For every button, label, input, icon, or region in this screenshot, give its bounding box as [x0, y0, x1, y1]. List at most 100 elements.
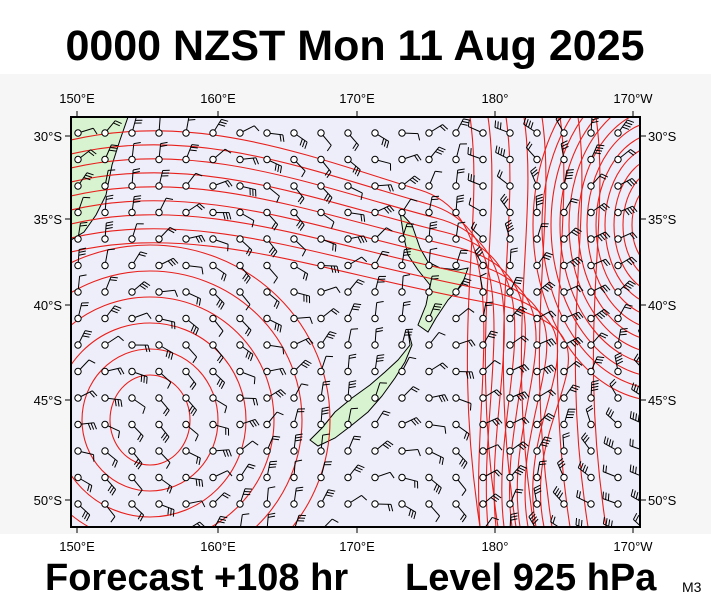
station — [453, 448, 459, 454]
barb-feather — [566, 175, 573, 176]
station — [426, 315, 432, 321]
station — [372, 289, 378, 295]
station — [210, 289, 216, 295]
station — [156, 236, 162, 242]
station — [345, 236, 351, 242]
barb-feather — [410, 541, 413, 547]
barb-feather — [188, 119, 195, 120]
station — [264, 289, 270, 295]
station — [183, 501, 189, 507]
station — [399, 262, 405, 268]
station — [561, 156, 567, 162]
station — [507, 448, 513, 454]
station — [237, 289, 243, 295]
barb-feather — [471, 148, 472, 155]
station — [453, 474, 459, 480]
station — [210, 448, 216, 454]
station — [534, 421, 540, 427]
barb-feather — [468, 147, 469, 154]
barb-feather — [432, 196, 439, 197]
barb-feather — [565, 178, 572, 179]
station — [210, 342, 216, 348]
station — [129, 289, 135, 295]
station — [102, 183, 108, 189]
barb-feather — [603, 492, 604, 499]
station — [480, 501, 486, 507]
station — [129, 421, 135, 427]
station — [264, 209, 270, 215]
station — [480, 342, 486, 348]
station — [156, 130, 162, 136]
forecast-label: Forecast +108 hr — [45, 557, 348, 599]
station — [453, 183, 459, 189]
station — [75, 183, 81, 189]
station — [480, 262, 486, 268]
station — [129, 501, 135, 507]
station — [588, 395, 594, 401]
station — [453, 130, 459, 136]
station — [426, 501, 432, 507]
barb-feather — [112, 543, 116, 549]
station — [156, 315, 162, 321]
lon-label: 180° — [482, 539, 509, 554]
station — [480, 289, 486, 295]
station — [615, 448, 621, 454]
station — [372, 156, 378, 162]
station — [102, 474, 108, 480]
station — [156, 342, 162, 348]
station — [183, 368, 189, 374]
station — [210, 209, 216, 215]
station — [183, 183, 189, 189]
lat-label: 45°S — [648, 393, 677, 408]
station — [480, 474, 486, 480]
station — [318, 342, 324, 348]
station — [210, 474, 216, 480]
station — [399, 395, 405, 401]
station — [102, 130, 108, 136]
station — [264, 501, 270, 507]
station — [345, 395, 351, 401]
station — [102, 395, 108, 401]
barb-feather — [435, 543, 439, 549]
station — [129, 262, 135, 268]
station — [426, 474, 432, 480]
station — [210, 395, 216, 401]
station — [426, 421, 432, 427]
station — [426, 156, 432, 162]
station — [615, 421, 621, 427]
station — [534, 156, 540, 162]
station — [507, 183, 513, 189]
barb-feather — [270, 464, 277, 465]
station — [102, 315, 108, 321]
station — [345, 183, 351, 189]
lon-label: 160°E — [200, 91, 236, 106]
station — [561, 209, 567, 215]
barb-feather — [539, 464, 546, 465]
station — [453, 209, 459, 215]
station — [372, 236, 378, 242]
station — [183, 474, 189, 480]
station — [426, 448, 432, 454]
station — [237, 501, 243, 507]
station — [237, 262, 243, 268]
station — [615, 289, 621, 295]
station — [399, 289, 405, 295]
station — [561, 315, 567, 321]
station — [534, 236, 540, 242]
station — [75, 130, 81, 136]
station — [453, 156, 459, 162]
station — [210, 156, 216, 162]
station — [426, 262, 432, 268]
station — [291, 501, 297, 507]
station — [291, 183, 297, 189]
station — [426, 395, 432, 401]
station — [318, 448, 324, 454]
station — [534, 315, 540, 321]
station — [210, 501, 216, 507]
station — [588, 289, 594, 295]
station — [588, 183, 594, 189]
station — [210, 183, 216, 189]
station — [102, 236, 108, 242]
station — [291, 209, 297, 215]
level-label: Level 925 hPa — [405, 557, 657, 599]
